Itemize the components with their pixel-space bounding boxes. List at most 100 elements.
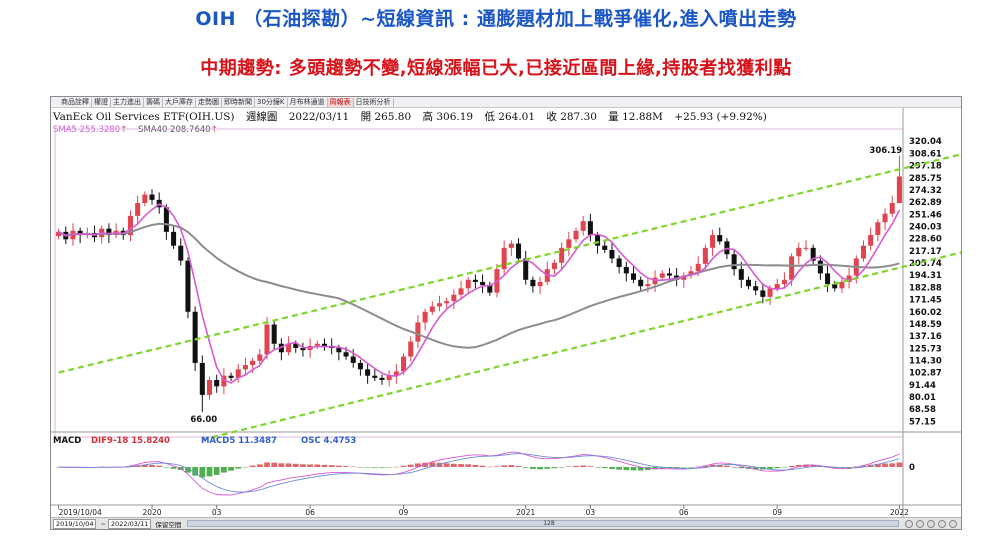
sma40-line <box>58 222 900 349</box>
toolbar-tab-7[interactable]: 30分鐘K <box>255 97 288 107</box>
candle-56 <box>458 288 464 295</box>
toolbar-tab-1[interactable]: 權證 <box>92 97 111 107</box>
candle-101 <box>781 279 787 285</box>
candle-59 <box>480 281 486 286</box>
osc-bar-32 <box>285 463 292 467</box>
osc-bar-55 <box>450 463 457 467</box>
y-tick-19: 102.87 <box>909 369 942 379</box>
quote-info-row: VanEck Oil Services ETF(OIH.US) 週線圖 2022… <box>53 109 775 124</box>
osc-bar-54 <box>443 463 450 467</box>
candle-49 <box>408 341 414 357</box>
pan-left-icon[interactable] <box>927 519 935 528</box>
osc-bar-44 <box>371 467 378 468</box>
osc-bar-64 <box>515 466 522 467</box>
macd-zero-label: 0 <box>909 463 915 473</box>
osc-bar-18 <box>185 467 191 473</box>
osc-bar-15 <box>163 467 170 468</box>
macd-title: MACD <box>53 436 81 446</box>
osc-bar-37 <box>321 464 328 467</box>
quote-volume: 量 12.88M <box>608 111 663 123</box>
macd5-label: MACD5 11.3487 <box>201 436 277 446</box>
toolbar-tab-4[interactable]: 大戶庫存 <box>163 97 196 107</box>
candle-71 <box>566 239 572 248</box>
toolbar-tab-9[interactable]: 周報表 <box>327 97 354 107</box>
candle-105 <box>810 247 816 261</box>
candle-12 <box>142 194 148 204</box>
y-tick-14: 160.02 <box>909 308 942 318</box>
high-annotation: 306.19 <box>869 146 902 156</box>
osc-bar-84 <box>659 467 666 469</box>
y-tick-7: 240.03 <box>909 222 942 232</box>
candle-78 <box>616 258 622 268</box>
candle-32 <box>286 343 292 353</box>
osc-bar-74 <box>587 466 594 467</box>
osc-bar-33 <box>292 463 299 467</box>
osc-bar-86 <box>673 467 680 468</box>
toolbar-tab-10[interactable]: 日技術分析 <box>354 97 394 107</box>
toolbar-tab-2[interactable]: 主力進出 <box>111 97 144 107</box>
zoom-controls <box>905 519 957 528</box>
osc-bar-112 <box>860 465 867 467</box>
osc-bar-61 <box>494 466 500 467</box>
candle-100 <box>774 284 780 289</box>
osc-bar-110 <box>846 467 852 468</box>
price-chart: 320.04 308.61 297.18 285.75 274.32 262.89 251.… <box>51 108 961 517</box>
y-tick-22: 68.58 <box>909 405 936 415</box>
candle-48 <box>401 356 407 372</box>
toolbar-tab-8[interactable]: 月布林通道 <box>288 97 328 107</box>
range-start-field[interactable]: 2019/10/04 <box>53 518 97 529</box>
candle-109 <box>839 281 845 289</box>
range-end-field[interactable]: 2022/03/11 <box>107 518 152 529</box>
osc-bar-75 <box>594 467 601 468</box>
candle-84 <box>659 273 665 278</box>
osc-bar-60 <box>486 466 493 468</box>
sma5-line <box>58 203 901 384</box>
toolbar-tab-3[interactable]: 籌碼 <box>144 97 163 107</box>
x-tick-7: 06 <box>679 508 689 517</box>
channel-lower-line <box>202 251 961 441</box>
toolbar-tab-6[interactable]: 即時新聞 <box>222 97 255 107</box>
osc-bar-117 <box>896 462 903 467</box>
osc-bar-24 <box>228 467 234 471</box>
zoom-in-icon[interactable] <box>916 519 924 528</box>
candle-27 <box>250 360 256 366</box>
osc-bar-41 <box>350 466 357 468</box>
zoom-out-icon[interactable] <box>905 519 913 528</box>
y-tick-8: 228.60 <box>909 235 942 245</box>
candle-70 <box>559 247 565 263</box>
candle-65 <box>523 258 529 280</box>
settings-icon[interactable] <box>949 519 957 528</box>
candle-112 <box>860 245 866 259</box>
sma5-arrow: ↑ <box>120 125 128 135</box>
candle-98 <box>760 290 766 297</box>
candle-57 <box>465 279 471 289</box>
osc-bar-99 <box>767 467 773 469</box>
osc-bar-92 <box>716 464 723 467</box>
osc-bar-66 <box>530 467 536 469</box>
toolbar-tab-5[interactable]: 走勢圖 <box>196 97 222 107</box>
candle-3 <box>77 230 83 236</box>
candle-33 <box>293 343 299 349</box>
candle-90 <box>702 247 708 264</box>
candle-96 <box>745 279 752 287</box>
time-scrollbar[interactable]: 128 <box>187 520 899 527</box>
osc-bar-42 <box>357 467 364 468</box>
osc-bar-95 <box>738 467 745 469</box>
candle-58 <box>472 279 478 282</box>
candle-82 <box>645 284 651 287</box>
pan-right-icon[interactable] <box>938 519 946 528</box>
candle-40 <box>343 352 349 357</box>
y-tick-12: 182.88 <box>909 283 942 293</box>
candle-80 <box>630 273 637 280</box>
candle-25 <box>235 369 241 378</box>
candle-91 <box>710 235 716 248</box>
osc-bar-79 <box>623 467 630 471</box>
osc-bar-93 <box>724 465 730 467</box>
osc-bar-97 <box>752 467 759 470</box>
reserve-space-option[interactable]: 保留空間 <box>155 520 182 529</box>
y-tick-5: 262.89 <box>909 198 942 208</box>
toolbar-tab-0[interactable]: 商品詮釋 <box>59 97 92 107</box>
candle-44 <box>372 375 378 378</box>
candle-37 <box>321 343 328 346</box>
osc-label: OSC 4.4753 <box>301 436 356 446</box>
